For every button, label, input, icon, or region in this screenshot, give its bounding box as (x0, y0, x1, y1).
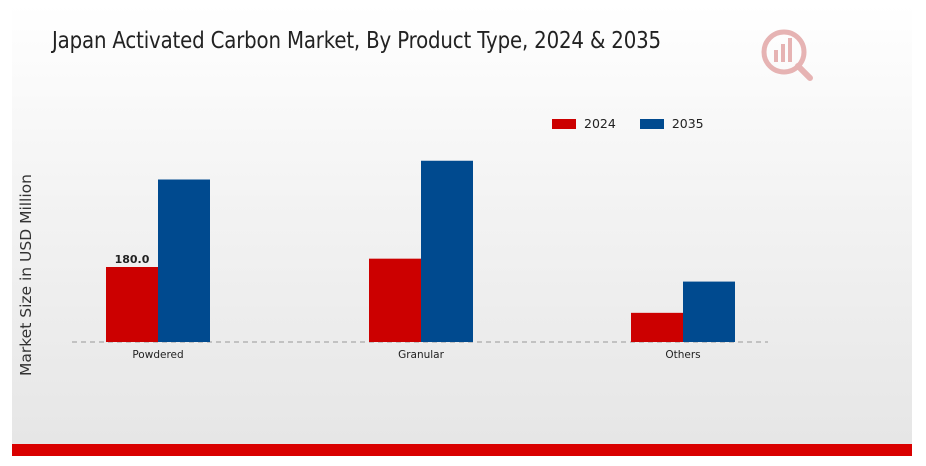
legend-item-2035: 2035 (639, 116, 704, 131)
bar-others-2024 (631, 312, 683, 342)
bar-granular-2024 (369, 258, 421, 342)
legend-label-2035: 2035 (671, 116, 704, 131)
bar-powdered-2035 (158, 179, 210, 342)
bar-powdered-2024 (106, 267, 158, 342)
x-tick-label-powdered: Powdered (132, 349, 183, 361)
x-tick-label-granular: Granular (398, 349, 445, 361)
legend-label-2024: 2024 (584, 116, 616, 131)
data-label: 180.0 (115, 253, 150, 266)
footer-accent-bar (12, 444, 912, 456)
legend-swatch-2024 (552, 118, 576, 129)
legend-item-2024: 2024 (552, 116, 616, 131)
market-research-logo-icon (761, 29, 813, 81)
legend-swatch-2035 (639, 118, 664, 129)
bar-granular-2035 (421, 160, 473, 342)
chart-legend: 2024 2035 (552, 116, 728, 131)
x-tick-label-others: Others (665, 349, 700, 361)
chart-title: Japan Activated Carbon Market, By Produc… (52, 28, 661, 54)
bar-others-2035 (683, 281, 735, 342)
